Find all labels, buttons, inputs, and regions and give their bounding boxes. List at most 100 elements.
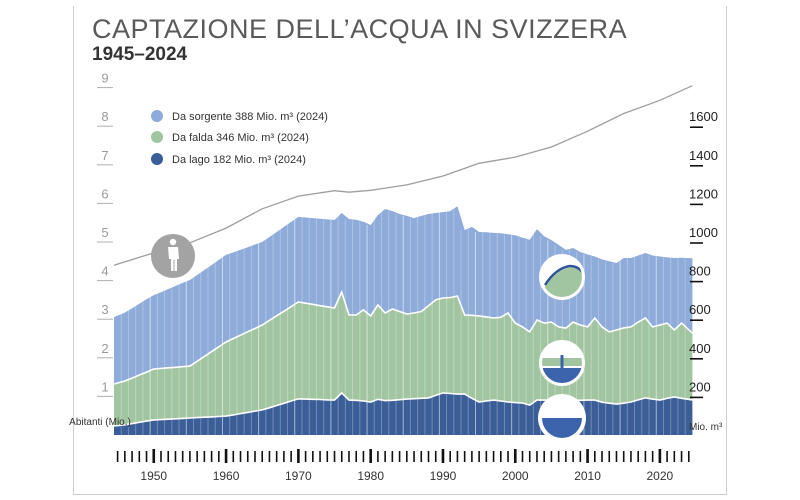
left-tick-label: 6: [101, 186, 108, 201]
right-axis-label: Mio. m³: [689, 422, 723, 433]
x-tick-label: 1980: [357, 469, 384, 483]
x-tick-mark: [420, 451, 423, 462]
x-tick-mark: [384, 451, 386, 462]
x-tick-mark: [398, 451, 401, 462]
x-tick-mark: [196, 451, 198, 462]
x-tick-mark: [485, 451, 488, 462]
x-tick-mark: [557, 451, 560, 462]
x-tick-mark: [456, 451, 459, 462]
x-tick-mark: [449, 451, 451, 462]
x-tick-mark: [413, 451, 415, 462]
legend-label-lago: Da lago 182 Mio. m³ (2024): [172, 154, 306, 166]
x-tick-mark: [579, 451, 582, 462]
x-tick-mark: [246, 451, 249, 462]
chart-title: CAPTAZIONE DELL’ACQUA IN SVIZZERA: [92, 14, 628, 44]
x-tick-label: 1960: [213, 469, 240, 483]
x-tick-mark: [116, 451, 119, 462]
left-axis-label: Abitanti (Mio.): [69, 417, 131, 428]
x-tick-mark: [673, 451, 676, 462]
x-tick-mark: [297, 449, 300, 463]
x-tick-mark: [340, 451, 343, 462]
x-tick-mark: [355, 451, 358, 462]
x-tick-mark: [572, 451, 574, 462]
x-tick-mark: [500, 451, 502, 462]
x-tick-mark: [167, 451, 170, 462]
left-tick-label: 9: [101, 71, 108, 86]
x-tick-mark: [174, 451, 177, 462]
x-tick-label: 1950: [140, 469, 167, 483]
x-tick-mark: [138, 451, 141, 462]
right-tick-label: 1400: [689, 148, 718, 163]
chart-frame: [73, 6, 727, 495]
x-tick-mark: [283, 451, 285, 462]
groundwater-icon: [539, 340, 585, 386]
x-tick-label: 2000: [502, 469, 529, 483]
x-tick-mark: [608, 451, 611, 462]
left-tick-label: 7: [101, 148, 108, 163]
x-tick-mark: [203, 451, 206, 462]
x-tick-mark: [261, 451, 264, 462]
x-tick-mark: [427, 451, 430, 462]
left-tick-label: 5: [101, 225, 108, 240]
right-tick-label: 400: [689, 341, 711, 356]
x-tick-mark: [224, 449, 228, 463]
left-tick-label: 3: [101, 302, 108, 317]
x-tick-mark: [348, 451, 350, 462]
x-tick-mark: [239, 451, 242, 462]
x-tick-mark: [369, 449, 372, 463]
x-tick-mark: [391, 451, 394, 462]
left-tick-label: 2: [101, 341, 108, 356]
left-tick-label: 1: [101, 379, 108, 394]
x-tick-mark: [586, 449, 589, 463]
x-tick-label: 2020: [647, 469, 674, 483]
x-tick-mark: [471, 451, 473, 462]
person-icon: [151, 234, 195, 278]
lake-icon: [538, 394, 586, 442]
boundary-falda-sorgente: [113, 289, 693, 385]
x-tick-mark: [268, 451, 271, 462]
legend-label-sorgente: Da sorgente 388 Mio. m³ (2024): [172, 111, 328, 123]
x-tick-mark: [275, 451, 278, 462]
x-tick-mark: [210, 451, 213, 462]
x-tick-mark: [434, 451, 437, 462]
x-tick-mark: [492, 451, 495, 462]
right-tick-label: 1000: [689, 225, 718, 240]
x-tick-mark: [543, 451, 545, 462]
left-tick-label: 4: [101, 264, 108, 279]
x-tick-mark: [145, 451, 148, 462]
x-tick-mark: [377, 451, 379, 462]
x-tick-mark: [441, 449, 445, 463]
x-tick-mark: [550, 451, 553, 462]
x-tick-mark: [521, 451, 524, 462]
x-tick-mark: [326, 451, 329, 462]
x-tick-mark: [124, 451, 126, 462]
x-tick-mark: [615, 451, 618, 462]
x-tick-mark: [637, 451, 639, 462]
right-tick-label: 1600: [689, 109, 718, 124]
right-tick-label: 200: [689, 379, 711, 394]
boundary-lago-falda: [113, 391, 693, 427]
chart-subtitle: 1945–2024: [92, 44, 188, 65]
x-tick-mark: [593, 451, 596, 462]
x-tick-mark: [181, 451, 184, 462]
x-tick-mark: [218, 451, 220, 462]
x-tick-mark: [290, 451, 292, 462]
x-tick-mark: [254, 451, 256, 462]
right-tick-label: 600: [689, 302, 711, 317]
x-tick-mark: [658, 449, 662, 463]
x-tick-label: 1970: [285, 469, 312, 483]
x-tick-mark: [651, 451, 654, 462]
legend-label-falda: Da falda 346 Mio. m³ (2024): [172, 132, 309, 144]
right-tick-label: 1200: [689, 186, 718, 201]
x-tick-mark: [189, 451, 191, 462]
x-tick-mark: [565, 451, 567, 462]
x-tick-mark: [630, 451, 632, 462]
legend-swatch-falda: [151, 131, 163, 143]
x-tick-mark: [507, 451, 509, 462]
legend-swatch-sorgente: [151, 110, 163, 122]
x-tick-mark: [319, 451, 321, 462]
x-tick-mark: [160, 451, 162, 462]
population-line: [113, 85, 693, 266]
x-tick-mark: [528, 451, 531, 462]
x-tick-mark: [131, 451, 133, 462]
